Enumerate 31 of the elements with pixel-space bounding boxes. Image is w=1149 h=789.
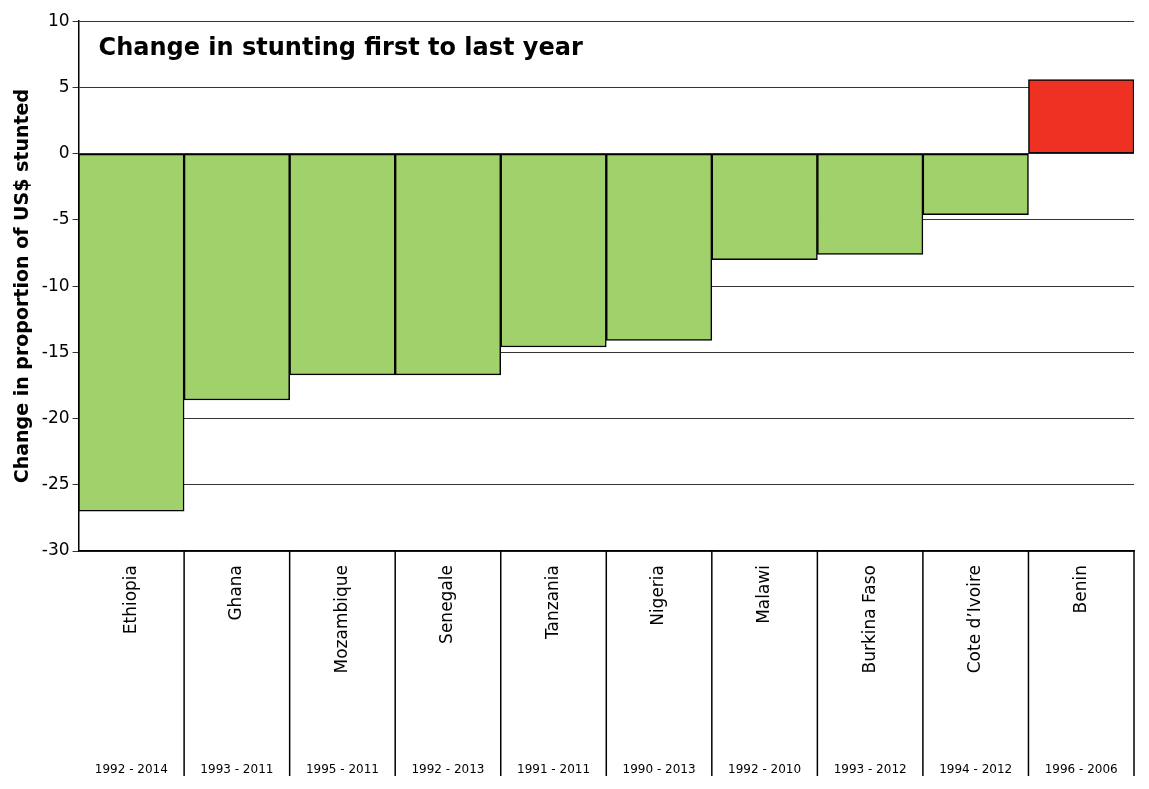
y-tick-label: -30 [41, 539, 70, 560]
text: 1995 - 2011 [305, 762, 379, 777]
y-tick-label: -25 [41, 473, 70, 494]
x-tick-label: Tanzania [541, 565, 562, 641]
text: 1994 - 2012 [939, 762, 1013, 777]
text: 1993 - 2011 [200, 762, 274, 777]
x-tick-label: Ethiopia [119, 565, 140, 635]
y-tick-label: 10 [47, 9, 70, 30]
x-tick-label: Mozambique [330, 565, 351, 674]
text: 1991 - 2011 [516, 762, 591, 777]
text: Change in stunting first to last year [98, 33, 583, 62]
x-tick-label: Benin [1069, 565, 1090, 614]
x-tick-label: Cote d’Ivoire [964, 565, 985, 674]
y-tick-label: -5 [52, 208, 70, 229]
text: 1992 - 2013 [411, 762, 485, 777]
text: 1992 - 2010 [728, 762, 802, 777]
x-tick-label: Ghana [225, 565, 246, 621]
x-tick-label: Senegale [436, 565, 457, 644]
x-tick-label: Nigeria [647, 565, 668, 626]
y-tick-label: -10 [41, 274, 70, 295]
x-tick-label: Burkina Faso [858, 565, 879, 674]
text: 1993 - 2012 [833, 762, 907, 777]
text: 1996 - 2006 [1044, 762, 1118, 777]
y-tick-label: 0 [58, 142, 70, 163]
y-axis-title: Change in proportion of US$ stunted [10, 88, 33, 484]
text: 1990 - 2013 [622, 762, 696, 777]
x-tick-label: Malawi [753, 565, 774, 624]
y-tick-label: -15 [41, 340, 70, 361]
y-tick-label: -20 [41, 406, 70, 427]
y-tick-label: 5 [58, 75, 70, 96]
text: 1992 - 2014 [94, 762, 168, 777]
